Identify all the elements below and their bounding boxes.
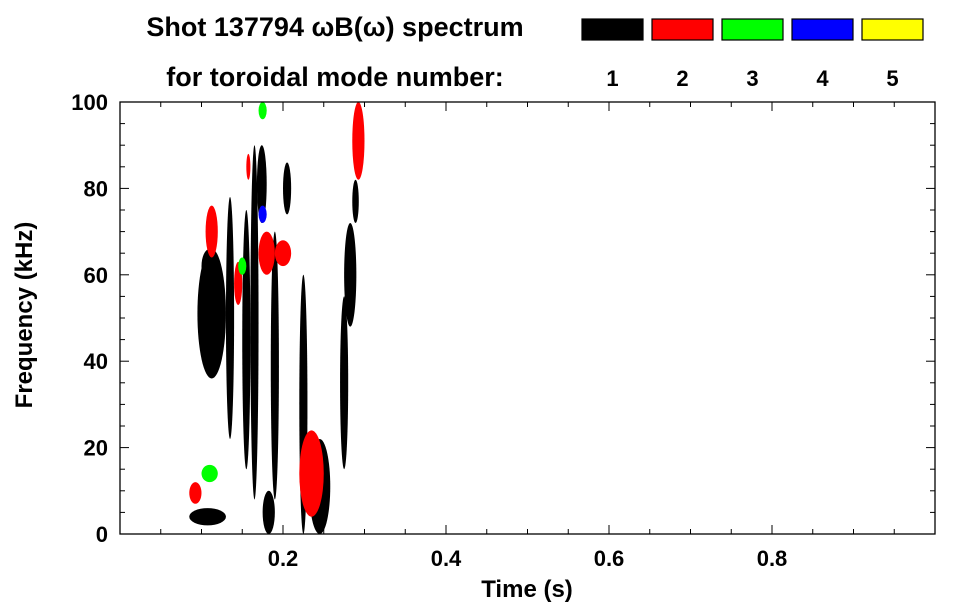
x-tick-label: 0.4 xyxy=(431,546,462,571)
y-tick-label: 20 xyxy=(84,436,108,461)
mode-1-blob xyxy=(340,296,349,470)
y-tick-label: 0 xyxy=(96,522,108,547)
mode-1-blob xyxy=(344,222,357,327)
mode-1-blob xyxy=(197,248,226,379)
x-tick-label: 0.6 xyxy=(594,546,625,571)
mode-4-blob xyxy=(258,205,267,223)
mode-1-blob xyxy=(242,210,251,470)
x-axis-label: Time (s) xyxy=(481,576,573,603)
chart-subtitle: for toroidal mode number: xyxy=(166,62,504,92)
legend-label: 2 xyxy=(676,66,688,91)
y-tick-label: 100 xyxy=(71,90,108,115)
mode-1-blob xyxy=(250,145,259,500)
mode-3-blob xyxy=(258,102,267,120)
mode-1-blob xyxy=(201,248,218,284)
legend-swatch xyxy=(651,18,714,41)
mode-2-blob xyxy=(299,430,324,517)
legend-swatch xyxy=(861,18,924,41)
legend-swatch xyxy=(721,18,784,41)
mode-2-blob xyxy=(258,231,275,275)
mode-1-blob xyxy=(225,197,235,439)
spectrum-heatmap xyxy=(189,102,365,534)
legend-label: 5 xyxy=(886,66,898,91)
mode-2-blob xyxy=(205,205,218,258)
mode-2-blob xyxy=(274,240,292,267)
mode-1-blob xyxy=(189,508,226,526)
legend-swatch xyxy=(581,18,644,41)
y-tick-label: 60 xyxy=(84,263,108,288)
mode-2-blob xyxy=(246,153,251,180)
x-axis: 0.2 0.4 0.6 0.8 xyxy=(160,102,895,571)
legend-swatch xyxy=(791,18,854,41)
mode-1-blob xyxy=(270,231,279,500)
mode-2-blob xyxy=(352,102,365,180)
mode-2-blob xyxy=(189,482,202,504)
legend-label: 4 xyxy=(816,66,829,91)
plot-area: 0.2 0.4 0.6 0.8 0 20 40 60 80 100 xyxy=(71,90,936,571)
x-tick-label: 0.8 xyxy=(757,546,788,571)
chart-title: Shot 137794 ωB(ω) spectrum xyxy=(146,12,523,42)
y-tick-label: 40 xyxy=(84,349,108,374)
mode-3-blob xyxy=(201,464,218,483)
mode-1-blob xyxy=(256,145,267,223)
legend-label: 1 xyxy=(606,66,618,91)
mode-1-blob xyxy=(352,179,359,223)
x-tick-label: 0.2 xyxy=(268,546,299,571)
mode-1-blob xyxy=(283,162,292,215)
plot-frame xyxy=(119,101,936,535)
y-tick-label: 80 xyxy=(84,176,108,201)
legend-label: 3 xyxy=(746,66,758,91)
mode-3-blob xyxy=(238,257,247,275)
legend: 1 2 3 4 5 xyxy=(581,18,924,91)
mode-1-blob xyxy=(262,490,275,534)
y-axis: 0 20 40 60 80 100 xyxy=(71,90,935,547)
y-axis-label: Frequency (kHz) xyxy=(11,222,38,409)
